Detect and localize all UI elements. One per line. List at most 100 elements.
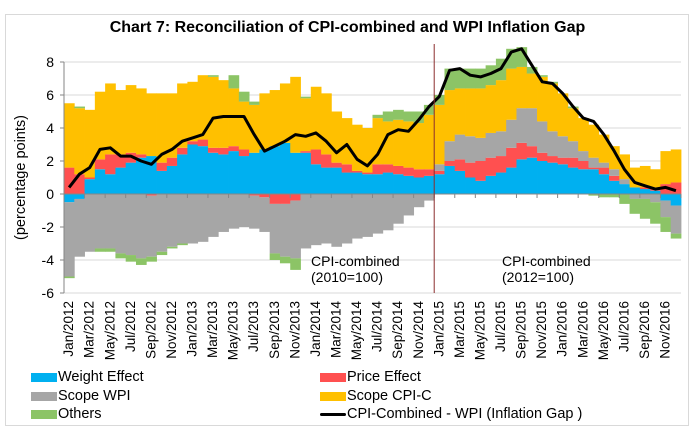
y-tick-label: 0 <box>46 186 54 202</box>
bar-weight-effect-37 <box>444 165 456 194</box>
y-tick-label: -6 <box>42 285 55 301</box>
bar-scope-cpi-c-49 <box>567 108 579 142</box>
bar-price-effect-7 <box>135 154 147 158</box>
bar-scope-wpi-51 <box>588 157 600 168</box>
bar-weight-effect-53 <box>609 180 620 194</box>
x-tick-label: Jan/2015 <box>431 301 446 357</box>
bar-scope-wpi-41 <box>485 132 497 158</box>
bar-others-8 <box>146 256 157 262</box>
chart-title: Chart 7: Reconciliation of CPI-combined … <box>109 19 586 36</box>
bar-weight-effect-11 <box>177 154 188 194</box>
bar-scope-cpi-c-33 <box>403 121 415 168</box>
bar-scope-wpi-8 <box>146 195 157 257</box>
bar-others-22 <box>290 258 301 270</box>
bar-others-51 <box>588 194 600 196</box>
bar-scope-cpi-c-25 <box>321 93 332 155</box>
bar-others-36 <box>434 95 445 105</box>
x-tick-label: Jan/2013 <box>185 301 200 357</box>
x-tick-label: May/2014 <box>349 301 364 361</box>
x-tick-label: Mar/2015 <box>452 301 467 358</box>
bar-price-effect-48 <box>557 157 569 165</box>
bar-scope-wpi-42 <box>495 131 507 157</box>
bar-scope-wpi-9 <box>156 194 168 252</box>
bar-scope-cpi-c-42 <box>495 80 507 132</box>
bar-scope-cpi-c-40 <box>475 88 487 138</box>
bar-price-effect-24 <box>310 149 322 165</box>
bar-weight-effect-6 <box>125 162 137 194</box>
bar-weight-effect-51 <box>588 169 600 194</box>
bar-price-effect-53 <box>609 175 620 181</box>
bar-others-35 <box>423 104 435 115</box>
x-tick-label: Jul/2013 <box>246 301 261 352</box>
bar-others-59 <box>670 233 682 239</box>
annotation-1-line1: CPI-combined <box>311 253 400 269</box>
bar-others-40 <box>475 68 487 89</box>
bar-scope-cpi-c-24 <box>310 86 322 150</box>
bar-scope-cpi-c-13 <box>197 75 209 140</box>
x-tick-label: Mar/2014 <box>329 301 344 359</box>
bar-price-effect-8 <box>146 194 157 196</box>
bar-others-1 <box>74 106 85 109</box>
bar-price-effect-52 <box>598 167 610 175</box>
bar-others-9 <box>156 251 168 256</box>
bar-price-effect-36 <box>434 170 445 175</box>
bar-others-55 <box>629 198 641 214</box>
x-tick-label: Mar/2016 <box>575 301 590 358</box>
bar-price-effect-51 <box>588 167 600 170</box>
bar-scope-cpi-c-56 <box>639 165 651 188</box>
bar-scope-cpi-c-4 <box>105 83 116 155</box>
bar-price-effect-28 <box>351 170 363 173</box>
bar-scope-wpi-0 <box>64 202 75 277</box>
bar-scope-wpi-57 <box>650 194 661 203</box>
x-tick-label: Sep/2012 <box>143 301 158 359</box>
bar-price-effect-15 <box>218 147 229 155</box>
bar-scope-cpi-c-20 <box>269 90 281 147</box>
bar-scope-cpi-c-19 <box>259 93 271 150</box>
bar-others-58 <box>660 217 672 232</box>
bar-price-effect-35 <box>423 169 435 176</box>
bar-scope-cpi-c-12 <box>187 81 199 142</box>
bar-others-52 <box>598 194 610 198</box>
bar-scope-wpi-7 <box>135 194 147 259</box>
bar-weight-effect-12 <box>187 144 199 194</box>
bar-scope-cpi-c-11 <box>177 83 188 148</box>
bar-scope-wpi-31 <box>382 194 394 231</box>
bar-scope-cpi-c-8 <box>146 93 157 157</box>
bar-others-16 <box>228 75 240 89</box>
bar-weight-effect-19 <box>259 149 271 194</box>
bar-scope-cpi-c-18 <box>249 104 260 153</box>
x-tick-label: Mar/2012 <box>82 301 97 358</box>
bar-scope-wpi-4 <box>105 194 116 249</box>
bar-others-53 <box>609 194 620 198</box>
bar-scope-wpi-54 <box>619 179 630 185</box>
bar-weight-effect-50 <box>578 169 589 194</box>
bar-weight-effect-39 <box>465 177 476 194</box>
bar-others-38 <box>454 68 466 89</box>
line-series <box>67 47 677 193</box>
y-tick-label: 8 <box>46 54 54 70</box>
bar-others-11 <box>177 243 188 246</box>
bar-scope-wpi-16 <box>228 194 240 229</box>
y-tick-label: -4 <box>42 252 55 268</box>
bar-price-effect-4 <box>105 154 116 175</box>
bar-others-30 <box>372 114 384 119</box>
bar-scope-wpi-5 <box>115 194 127 254</box>
bar-price-effect-46 <box>537 152 548 161</box>
bar-weight-effect-38 <box>454 170 466 194</box>
bar-weight-effect-42 <box>495 172 507 194</box>
bar-scope-wpi-53 <box>609 169 620 176</box>
bar-others-54 <box>619 194 630 204</box>
bar-scope-wpi-33 <box>403 194 415 216</box>
bar-price-effect-9 <box>156 162 168 171</box>
bar-scope-cpi-c-45 <box>526 73 538 109</box>
bar-scope-wpi-52 <box>598 162 610 168</box>
bar-scope-wpi-19 <box>259 197 271 232</box>
bar-weight-effect-32 <box>393 174 404 194</box>
bar-others-41 <box>485 65 497 86</box>
bar-weight-effect-15 <box>218 154 229 194</box>
annotations: CPI-combined(2010=100)CPI-combined(2012=… <box>311 44 591 293</box>
bar-scope-wpi-2 <box>84 194 96 252</box>
bar-scope-cpi-c-46 <box>537 76 548 122</box>
bar-others-43 <box>506 48 517 69</box>
bar-price-effect-13 <box>197 139 209 147</box>
